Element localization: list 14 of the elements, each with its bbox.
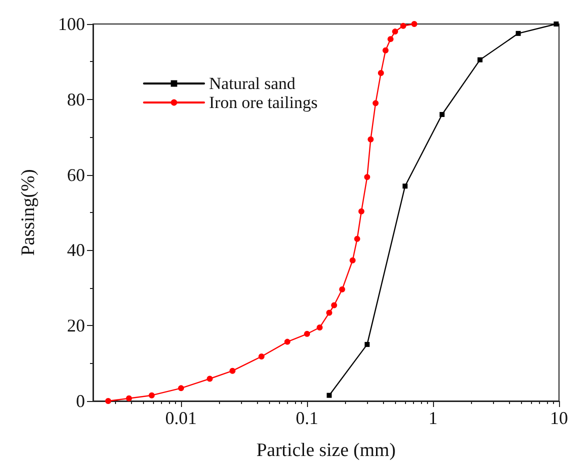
y-tick-label: 100 — [58, 14, 85, 34]
x-axis-title: Particle size (mm) — [256, 440, 396, 461]
x-tick-label: 1 — [428, 408, 438, 428]
y-tick-label: 0 — [76, 391, 85, 411]
legend-label: Iron ore tailings — [209, 93, 318, 112]
y-tick-label: 80 — [67, 89, 85, 110]
y-tick-label: 40 — [67, 240, 85, 260]
x-tick-label: 0.1 — [296, 408, 318, 428]
legend-label: Natural sand — [209, 74, 296, 93]
y-tick-label: 20 — [67, 316, 85, 336]
x-tick-label: 10 — [550, 408, 568, 428]
y-tick-label: 60 — [67, 164, 85, 185]
x-tick-label: 0.01 — [165, 408, 197, 428]
y-axis-title: Passing(%) — [18, 169, 39, 256]
